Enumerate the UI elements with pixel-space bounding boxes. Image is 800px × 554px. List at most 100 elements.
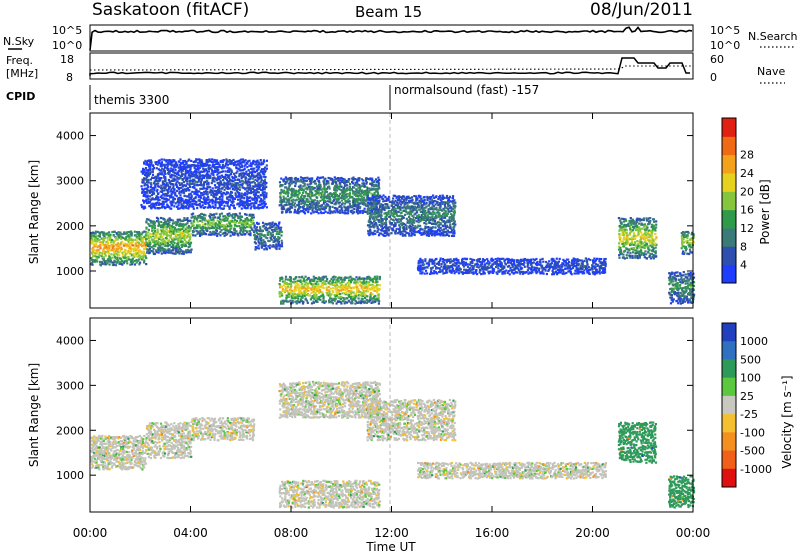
echo-cell — [444, 227, 447, 230]
echo-cell — [327, 193, 330, 196]
echo-cell — [177, 241, 180, 244]
echo-cell — [187, 231, 190, 234]
echo-cell — [296, 195, 299, 198]
echo-cell — [191, 199, 194, 202]
echo-cell — [99, 231, 102, 234]
echo-cell — [446, 225, 449, 228]
echo-cell — [234, 160, 237, 163]
echo-cell — [319, 199, 322, 202]
echo-cell — [251, 173, 254, 176]
echo-cell — [418, 229, 421, 233]
echo-cell — [244, 232, 247, 236]
echo-cell — [314, 276, 317, 280]
echo-cell — [286, 188, 289, 191]
echo-cell — [309, 188, 312, 191]
echo-cell — [133, 249, 136, 252]
echo-cell — [146, 250, 149, 253]
echo-cell — [286, 210, 289, 213]
echo-cell — [128, 235, 131, 238]
echo-cell — [316, 176, 319, 179]
echo-cell — [220, 159, 223, 162]
echo-cell — [90, 231, 93, 235]
echo-cell — [315, 287, 318, 290]
echo-cell — [175, 244, 178, 247]
echo-cell — [239, 198, 242, 201]
echo-cell — [301, 294, 304, 297]
echo-cell — [147, 218, 150, 221]
echo-cell — [172, 240, 175, 243]
echo-cell — [344, 197, 347, 200]
echo-cell — [216, 179, 219, 182]
echo-cell — [240, 196, 244, 199]
echo-cell — [361, 198, 364, 201]
echo-cell — [392, 194, 395, 197]
echo-cell — [91, 247, 94, 251]
echo-cell — [304, 176, 307, 180]
echo-cell — [167, 234, 170, 237]
echo-cell — [182, 237, 185, 240]
echo-cell — [448, 204, 451, 207]
echo-cell — [305, 299, 308, 302]
echo-cell — [328, 301, 331, 304]
echo-cell — [373, 275, 376, 278]
echo-cell — [195, 172, 198, 175]
echo-cell — [179, 231, 182, 234]
echo-cell — [179, 233, 182, 236]
echo-cell — [164, 192, 167, 195]
echo-cell — [315, 296, 318, 299]
echo-cell — [170, 224, 174, 227]
echo-cell — [221, 186, 224, 189]
echo-cell — [171, 164, 174, 167]
echo-cell — [155, 241, 158, 244]
echo-cell — [405, 197, 408, 200]
echo-cell — [410, 196, 413, 199]
echo-cell — [435, 222, 438, 225]
echo-cell — [369, 198, 372, 201]
echo-cell — [448, 219, 451, 222]
echo-cell — [117, 231, 120, 234]
echo-cell — [302, 185, 305, 188]
echo-cell — [273, 237, 276, 240]
echo-cell — [403, 229, 406, 232]
echo-cell — [290, 195, 293, 198]
echo-cell — [377, 234, 381, 237]
echo-cell — [300, 210, 303, 213]
nave-label: Nave — [757, 65, 785, 78]
echo-cell — [229, 194, 232, 197]
echo-cell — [264, 242, 267, 245]
echo-cell — [288, 182, 291, 185]
echo-cell — [305, 179, 308, 182]
echo-cell — [424, 232, 427, 235]
echo-cell — [199, 194, 202, 197]
echo-cell — [438, 218, 441, 221]
echo-cell — [230, 214, 233, 217]
echo-cell — [230, 203, 233, 207]
echo-cell — [141, 240, 144, 243]
echo-cell — [167, 204, 170, 207]
echo-cell — [168, 224, 171, 227]
echo-cell — [237, 234, 240, 237]
echo-cell — [238, 232, 241, 235]
echo-cell — [281, 294, 284, 297]
echo-cell — [259, 242, 262, 245]
echo-cell — [238, 188, 241, 191]
echo-cell — [270, 238, 273, 241]
echo-cell — [136, 240, 139, 243]
echo-cell — [256, 191, 259, 194]
echo-cell — [179, 222, 182, 225]
echo-cell — [251, 181, 254, 184]
echo-cell — [317, 291, 321, 294]
echo-cell — [243, 202, 246, 205]
echo-cell — [316, 204, 320, 207]
echo-cell — [243, 224, 246, 227]
echo-cell — [350, 290, 353, 293]
echo-cell — [137, 244, 140, 247]
echo-cell — [147, 241, 150, 244]
echo-cell — [420, 214, 423, 217]
echo-cell — [260, 183, 263, 187]
echo-cell — [233, 216, 236, 219]
echo-cell — [333, 293, 336, 297]
echo-cell — [302, 179, 305, 182]
echo-cell — [397, 210, 400, 213]
echo-cell — [194, 168, 197, 171]
